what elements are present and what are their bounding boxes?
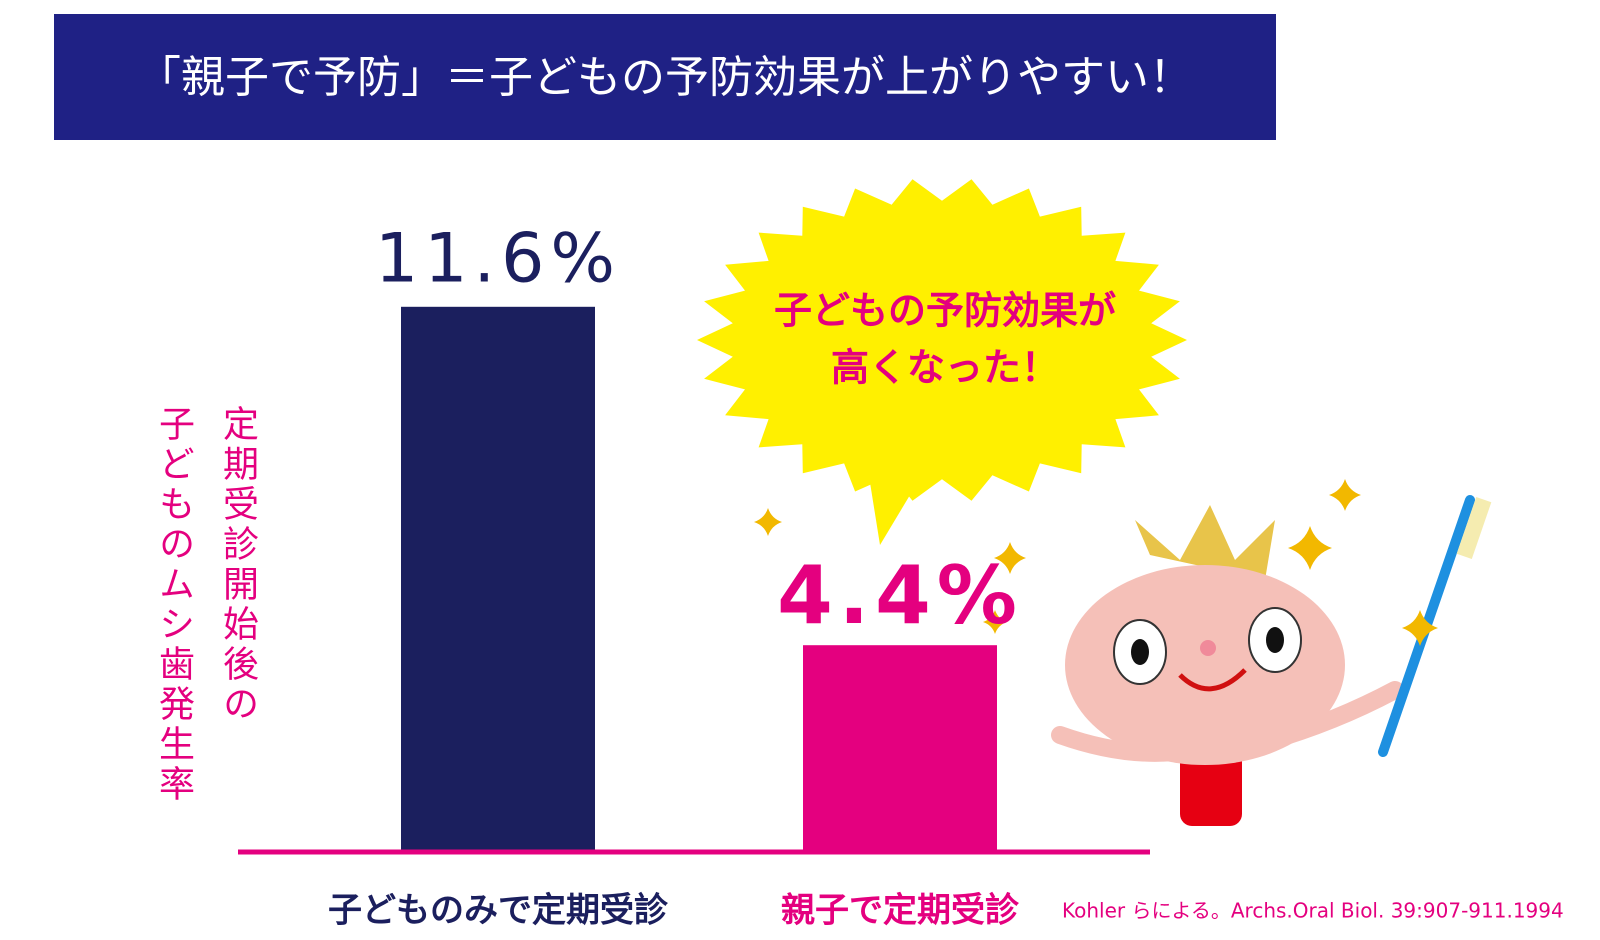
- source: Kohler らによる。Archs.Oral Biol. 39:907-911.…: [1062, 899, 1564, 923]
- sparkle: [983, 610, 1007, 634]
- bar: [401, 306, 595, 852]
- crown: [1135, 505, 1275, 580]
- bar: [803, 645, 997, 852]
- title-bar: [54, 14, 1276, 140]
- nose: [1200, 640, 1216, 656]
- annotation: 高くなった！: [831, 346, 1059, 390]
- bubble-body: [697, 179, 1187, 501]
- speech-bubble: [697, 179, 1187, 545]
- character: [1051, 495, 1492, 826]
- x-tick-label: 親子で定期受診: [781, 891, 1020, 931]
- sparkle: [1402, 610, 1438, 646]
- y-axis-label: 子どものムシ歯発生率: [153, 405, 194, 805]
- bristles: [1456, 497, 1492, 559]
- y-axis-label: 定期受診開始後の: [217, 405, 258, 725]
- pupil: [1266, 627, 1284, 653]
- annotation: 子どもの予防効果が: [774, 289, 1116, 333]
- sparkle: [1288, 526, 1332, 570]
- x-tick-label: 子どものみで定期受診: [328, 891, 669, 931]
- mouth: [1178, 668, 1247, 692]
- pupil: [1131, 639, 1149, 665]
- sparkle: [1329, 479, 1361, 511]
- head: [1065, 565, 1345, 765]
- sparkle: [994, 542, 1026, 574]
- value-label: 11.6%: [375, 219, 621, 298]
- sparkle: [754, 508, 782, 536]
- chart-title: 「親子で予防」＝子どもの予防効果が上がりやすい！: [137, 52, 1193, 103]
- value-label: 4.4%: [777, 549, 1023, 642]
